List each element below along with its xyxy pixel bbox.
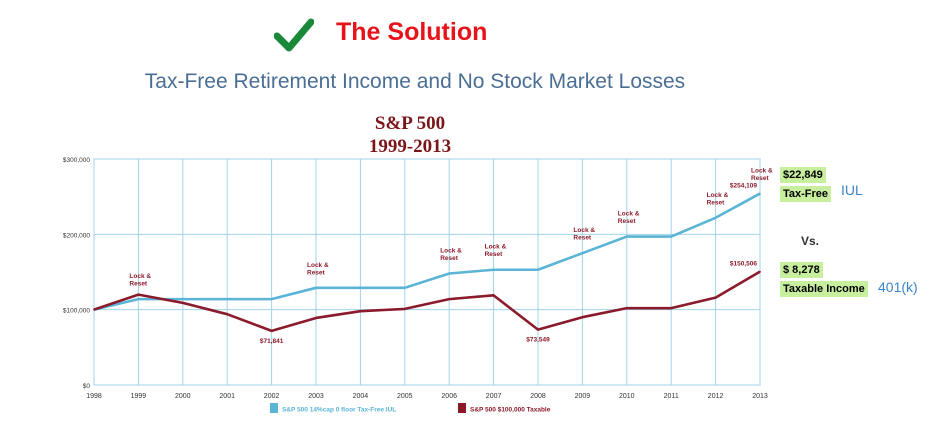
x-tick-label: 2011 bbox=[664, 393, 679, 400]
data-point bbox=[226, 313, 228, 315]
page-subtitle: Tax-Free Retirement Income and No Stock … bbox=[144, 70, 686, 93]
y-tick-label: $0 bbox=[83, 383, 91, 390]
x-tick-label: 2007 bbox=[486, 393, 502, 400]
x-tick-label: 2013 bbox=[752, 393, 768, 400]
lock-reset-annotation: Lock & Reset bbox=[485, 244, 507, 258]
data-point bbox=[714, 216, 717, 219]
data-point bbox=[93, 308, 95, 311]
data-point bbox=[270, 330, 273, 332]
data-point bbox=[714, 296, 717, 299]
chart-subtitle: 1999-2013 bbox=[368, 136, 452, 157]
value-label: $73,549 bbox=[526, 337, 550, 344]
vs-label: Vs. bbox=[801, 234, 820, 248]
y-tick-label: $300,000 bbox=[63, 157, 90, 164]
data-point bbox=[137, 298, 140, 300]
data-point bbox=[404, 287, 406, 289]
legend-label-1: S&P 500 14%cap 0 floor Tax-Free IUL bbox=[282, 407, 396, 414]
legend-label-2: S&P 500 $100,000 Taxable bbox=[470, 407, 551, 414]
lock-reset-annotation: Lock & Reset bbox=[751, 168, 773, 183]
tax-free-callout: $22,849 Tax-Free bbox=[780, 165, 832, 202]
data-point bbox=[537, 268, 539, 271]
data-point bbox=[137, 293, 140, 296]
data-point bbox=[226, 298, 228, 300]
taxable-label: Taxable Income bbox=[780, 281, 868, 297]
x-tick-label: 2000 bbox=[175, 393, 191, 400]
lock-reset-annotation: Lock & Reset bbox=[618, 211, 640, 226]
checkmark-icon bbox=[274, 18, 314, 52]
data-point bbox=[182, 302, 184, 304]
x-tick-label: 1999 bbox=[131, 393, 147, 400]
legend-swatch-1 bbox=[270, 403, 278, 413]
data-point bbox=[492, 268, 495, 271]
chart-title: S&P 500 bbox=[374, 113, 446, 134]
lock-reset-annotation: Lock & Reset bbox=[307, 262, 329, 277]
x-tick-label: 2012 bbox=[708, 393, 724, 400]
x-tick-label: 2005 bbox=[397, 393, 413, 400]
data-point bbox=[581, 316, 584, 319]
x-tick-label: 2004 bbox=[353, 393, 369, 400]
y-tick-label: $100,000 bbox=[63, 308, 90, 315]
tax-free-label: Tax-Free bbox=[780, 186, 832, 202]
data-point bbox=[448, 298, 451, 300]
x-tick-label: 2006 bbox=[441, 393, 457, 400]
taxable-callout: $ 8,278 Taxable Income bbox=[780, 260, 868, 297]
value-label: $254,109 bbox=[730, 183, 757, 190]
data-point bbox=[626, 307, 628, 309]
lock-reset-annotation: Lock & Reset bbox=[440, 248, 462, 262]
data-point bbox=[270, 298, 273, 300]
chart-title-block: S&P 500 1999-2013 bbox=[300, 112, 520, 158]
series-line-2 bbox=[93, 270, 761, 333]
taxable-amount: $ 8,278 bbox=[780, 262, 823, 278]
x-tick-label: 2003 bbox=[308, 393, 324, 400]
iul-label: IUL bbox=[841, 182, 863, 198]
data-point bbox=[670, 307, 672, 309]
data-point bbox=[315, 317, 317, 319]
x-tick-label: 2010 bbox=[619, 393, 635, 400]
data-point bbox=[404, 308, 406, 310]
tax-free-amount: $22,849 bbox=[780, 167, 826, 183]
data-point bbox=[759, 270, 761, 273]
data-point bbox=[670, 235, 672, 238]
401k-label: 401(k) bbox=[878, 279, 918, 295]
data-point bbox=[626, 235, 628, 238]
y-tick-label: $200,000 bbox=[63, 232, 90, 239]
legend-swatch-2 bbox=[458, 403, 466, 413]
data-point bbox=[359, 287, 362, 289]
data-point bbox=[448, 272, 451, 275]
data-point bbox=[492, 294, 495, 297]
lock-reset-annotation: Lock & Reset bbox=[129, 273, 151, 288]
plot-area bbox=[93, 158, 761, 386]
x-tick-label: 2008 bbox=[530, 393, 546, 400]
value-label: $150,506 bbox=[730, 261, 757, 268]
data-point bbox=[182, 298, 184, 300]
data-point bbox=[315, 287, 317, 289]
x-tick-label: 2009 bbox=[575, 393, 591, 400]
x-tick-label: 2001 bbox=[219, 393, 235, 400]
value-label: $71,841 bbox=[260, 338, 284, 345]
lock-reset-annotation: Lock & Reset bbox=[573, 227, 595, 242]
data-point bbox=[581, 252, 584, 254]
page-title: The Solution bbox=[336, 18, 488, 46]
data-point bbox=[359, 310, 362, 312]
x-tick-label: 2002 bbox=[264, 393, 280, 400]
series-line-1 bbox=[93, 192, 761, 311]
lock-reset-annotation: Lock & Reset bbox=[707, 192, 729, 207]
data-point bbox=[759, 192, 761, 195]
data-point bbox=[537, 328, 539, 331]
x-tick-label: 1998 bbox=[86, 393, 102, 400]
